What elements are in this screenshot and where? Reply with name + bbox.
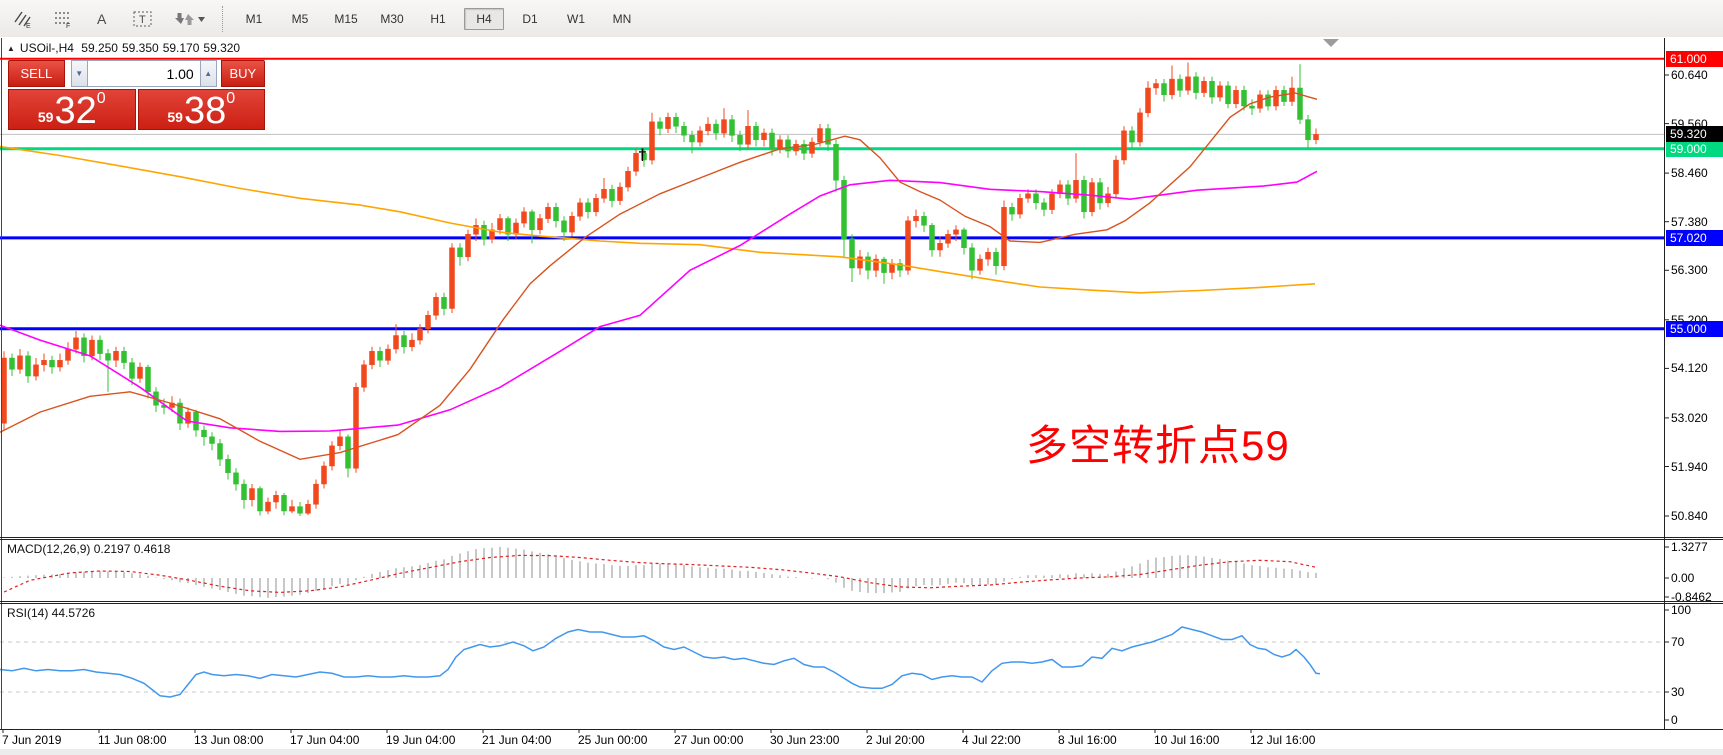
rsi-axis-30: 30 bbox=[1671, 685, 1685, 699]
sell-price-point: 0 bbox=[96, 90, 106, 107]
one-click-trading-panel: SELL ▼ ▲ BUY 59 32 0 59 38 0 bbox=[8, 60, 265, 130]
price-badge-61.000: 61.000 bbox=[1666, 50, 1723, 67]
crosshair-marker-icon: † bbox=[638, 147, 647, 164]
text-label-tool-icon[interactable]: T bbox=[130, 6, 156, 32]
pane-separator-rsi[interactable] bbox=[0, 601, 1723, 602]
rsi-label: RSI(14) 44.5726 bbox=[7, 606, 96, 620]
symbol-period: USOil-,H4 bbox=[19, 41, 74, 55]
sell-price-whole: 59 bbox=[37, 109, 54, 125]
arrow-tools-icon[interactable] bbox=[170, 6, 208, 32]
pane-separator-rsi-2 bbox=[0, 603, 1723, 604]
rsi-axis-0: 0 bbox=[1671, 713, 1678, 727]
macd-axis-0.00: 0.00 bbox=[1671, 571, 1695, 585]
pane-separator-macd-2 bbox=[0, 539, 1723, 540]
timeframe-group: M1 M5 M15 M30 H1 H4 D1 W1 MN bbox=[234, 7, 642, 30]
chart-annotation-text: 多空转折点59 bbox=[1026, 422, 1290, 469]
chart-left-border bbox=[1, 38, 2, 730]
svg-text:A: A bbox=[97, 11, 107, 27]
timeframe-m1[interactable]: M1 bbox=[245, 11, 263, 26]
buy-price-whole: 59 bbox=[167, 109, 183, 125]
date-label-7: 27 Jun 00:00 bbox=[674, 733, 744, 747]
ohlc-high: 59.350 bbox=[121, 41, 159, 55]
channel-tool-icon[interactable]: E bbox=[10, 6, 36, 32]
timeframe-d1[interactable]: D1 bbox=[522, 11, 538, 26]
date-label-12: 10 Jul 16:00 bbox=[1154, 733, 1220, 747]
date-label-5: 21 Jun 04:00 bbox=[482, 733, 552, 747]
chart-area[interactable] bbox=[0, 37, 1723, 755]
macd-axis-1.3277: 1.3277 bbox=[1671, 540, 1708, 554]
date-label-11: 8 Jul 16:00 bbox=[1058, 733, 1117, 747]
time-axis-separator bbox=[0, 729, 1723, 730]
buy-price-tile[interactable]: 59 38 0 bbox=[137, 89, 265, 132]
sell-button[interactable]: SELL bbox=[8, 60, 65, 87]
date-label-2: 13 Jun 08:00 bbox=[194, 733, 264, 747]
price-tick-53.020: 53.020 bbox=[1671, 410, 1708, 425]
sell-price-tile[interactable]: 59 32 0 bbox=[8, 89, 136, 130]
macd-label: MACD(12,26,9) 0.2197 0.4618 bbox=[7, 542, 171, 556]
date-label-8: 30 Jun 23:00 bbox=[770, 733, 840, 747]
svg-text:T: T bbox=[139, 14, 146, 26]
rsi-axis-100: 100 bbox=[1671, 603, 1692, 617]
buy-price-point: 0 bbox=[226, 90, 236, 107]
date-label-9: 2 Jul 20:00 bbox=[866, 733, 925, 747]
price-axis-line bbox=[1664, 38, 1665, 730]
price-tick-50.840: 50.840 bbox=[1671, 509, 1708, 523]
sell-price-pips: 32 bbox=[54, 89, 97, 132]
timeframe-m15[interactable]: M15 bbox=[334, 11, 358, 26]
timeframe-w1[interactable]: W1 bbox=[567, 11, 585, 26]
date-label-13: 12 Jul 16:00 bbox=[1250, 733, 1316, 747]
price-badge-57.020: 57.020 bbox=[1666, 229, 1723, 246]
current-price-badge: 59.320 bbox=[1666, 126, 1723, 143]
text-tool-icon[interactable]: A bbox=[90, 6, 116, 32]
ohlc-low: 59.170 bbox=[162, 41, 200, 55]
ohlc-open: 59.250 bbox=[81, 41, 118, 55]
price-tick-54.120: 54.120 bbox=[1671, 361, 1708, 376]
date-label-6: 25 Jun 00:00 bbox=[578, 733, 648, 747]
toolbar: E F A T M1 M5 M15 M30 H1 H4 D1 W1 MN bbox=[0, 0, 1723, 38]
volume-increase-button[interactable]: ▲ bbox=[199, 60, 217, 87]
svg-text:F: F bbox=[66, 23, 70, 29]
timeframe-h4[interactable]: H4 bbox=[464, 7, 504, 30]
date-label-4: 19 Jun 04:00 bbox=[386, 733, 456, 747]
price-badge-55.000: 55.000 bbox=[1666, 320, 1723, 337]
price-tick-51.940: 51.940 bbox=[1671, 459, 1708, 474]
fibonacci-tool-icon[interactable]: F bbox=[50, 6, 76, 32]
pane-separator-macd[interactable] bbox=[0, 537, 1723, 538]
price-badge-59.000: 59.000 bbox=[1666, 140, 1723, 157]
volume-decrease-button[interactable]: ▼ bbox=[70, 60, 88, 87]
buy-price-pips: 38 bbox=[183, 89, 227, 132]
date-label-0: 7 Jun 2019 bbox=[2, 733, 62, 747]
chart-header: ▲ USOil-,H4 59.250 59.350 59.170 59.320 bbox=[7, 41, 244, 55]
date-label-10: 4 Jul 22:00 bbox=[962, 733, 1021, 747]
price-tick-57.380: 57.380 bbox=[1671, 214, 1708, 229]
price-tick-60.640: 60.640 bbox=[1671, 68, 1708, 82]
timeframe-mn[interactable]: MN bbox=[612, 11, 632, 26]
date-label-3: 17 Jun 04:00 bbox=[290, 733, 360, 747]
timeframe-m5[interactable]: M5 bbox=[291, 11, 309, 26]
timeframe-h1[interactable]: H1 bbox=[430, 11, 446, 26]
svg-text:E: E bbox=[26, 23, 31, 29]
drawing-tools-group: E F A T bbox=[0, 6, 208, 32]
chart-shift-marker-icon[interactable] bbox=[1323, 39, 1339, 47]
bottom-strip bbox=[0, 749, 1723, 755]
price-tick-56.300: 56.300 bbox=[1671, 263, 1708, 278]
toolbar-separator bbox=[222, 5, 224, 32]
buy-button[interactable]: BUY bbox=[220, 60, 265, 87]
price-tick-58.460: 58.460 bbox=[1671, 166, 1708, 181]
date-label-1: 11 Jun 08:00 bbox=[98, 733, 167, 747]
rsi-axis-70: 70 bbox=[1671, 635, 1685, 649]
timeframe-m30[interactable]: M30 bbox=[380, 11, 404, 26]
macd-axis--0.8462: -0.8462 bbox=[1671, 590, 1712, 604]
collapse-arrow-icon[interactable]: ▲ bbox=[7, 44, 15, 53]
ohlc-close: 59.320 bbox=[203, 41, 241, 55]
volume-input[interactable] bbox=[87, 60, 200, 87]
